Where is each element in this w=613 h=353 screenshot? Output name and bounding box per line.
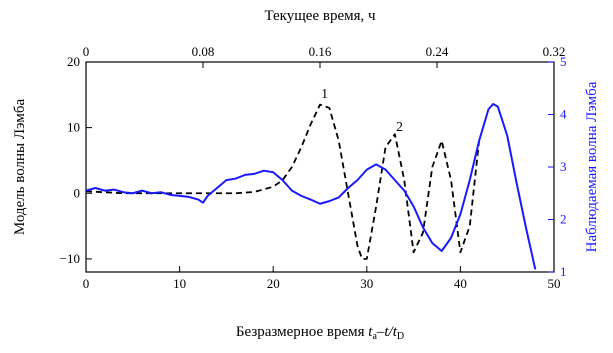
xlabel-t: t [368, 324, 373, 340]
observed-series-line [85, 103, 537, 270]
right-tick-label: 1 [560, 264, 567, 279]
right-tick-label: 3 [560, 159, 567, 174]
tick-labels: 0 10 20 30 40 500 0.08 0.16 0.24 0.32−10010201234… [60, 44, 567, 291]
top-tick-label: 0.32 [543, 44, 566, 59]
top-tick-label: 0.16 [309, 44, 332, 59]
x-tick-label: 10 [173, 276, 186, 291]
left-axis-title: Модель волны Лэмба [12, 99, 28, 236]
x-tick-label: 50 [548, 276, 561, 291]
xlabel-sub-d: D [397, 331, 404, 342]
left-tick-label: 10 [67, 120, 80, 135]
top-axis-title: Текущее время, ч [264, 8, 376, 24]
right-tick-label: 5 [560, 54, 567, 69]
x-tick-label: 40 [454, 276, 467, 291]
series-layer [85, 103, 537, 270]
top-tick-label: 0 [83, 44, 90, 59]
curve-label: 1 [321, 87, 328, 102]
top-tick-label: 0.08 [192, 44, 215, 59]
top-tick-label: 0.24 [426, 44, 449, 59]
xlabel-t2: t/t [384, 324, 397, 340]
left-tick-label: 0 [74, 185, 81, 200]
right-tick-label: 2 [560, 212, 567, 227]
plot-frame [85, 61, 555, 273]
xlabel-prefix: Безразмерное время [236, 324, 368, 340]
right-axis-title: Наблюдаемая волна Лэмба [584, 81, 600, 252]
x-tick-label: 30 [360, 276, 373, 291]
xlabel-sub-a: а [372, 331, 377, 342]
model-series-line [85, 103, 481, 260]
curve-label: 2 [396, 120, 403, 135]
bottom-axis-title: Безразмерное время tа–t/tD [236, 324, 404, 342]
x-tick-label: 20 [267, 276, 280, 291]
x-tick-label: 0 [83, 276, 90, 291]
right-tick-label: 4 [560, 107, 567, 122]
xlabel-dash: – [376, 324, 385, 340]
left-tick-label: 20 [67, 54, 80, 69]
left-tick-label: −10 [60, 251, 80, 266]
axis-ticks [85, 61, 555, 273]
